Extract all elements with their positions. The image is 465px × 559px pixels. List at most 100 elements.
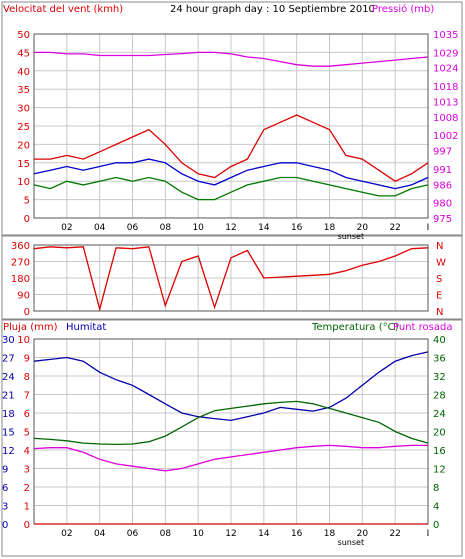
panel-direction: [1, 235, 463, 320]
temperature-axis-label: Temperatura (°C): [311, 322, 399, 333]
humidity-tick: 30: [2, 335, 15, 346]
humidity-tick: 18: [2, 409, 15, 420]
x-tick-label: 22: [389, 223, 400, 233]
temperature-tick: 8: [433, 483, 439, 494]
x-tick-label: 16: [291, 223, 303, 233]
x-tick-label: 08: [160, 529, 172, 539]
series-line: [33, 158, 429, 190]
x-tick-label: 02: [61, 529, 72, 539]
temperature-tick: 4: [433, 502, 439, 513]
rain-tick: 9: [24, 354, 30, 365]
compass-label: N: [436, 241, 443, 252]
x-tick-label: 18: [324, 529, 336, 539]
series-line: [33, 444, 428, 472]
rain-tick: 3: [24, 465, 30, 476]
humidity-tick: 24: [2, 372, 15, 383]
rain-tick: 4: [24, 446, 30, 457]
y-right-tick: 1018: [433, 82, 458, 93]
x-tick-label: 06: [127, 223, 139, 233]
y-right-tick: 986: [433, 180, 452, 191]
series-line: [33, 176, 429, 201]
y-right-tick: 1024: [433, 64, 458, 75]
dewpoint-axis-label: Punt rosada: [393, 322, 452, 333]
sunset-label: sunset: [338, 538, 365, 547]
y-right-tick: 1013: [433, 97, 458, 108]
temperature-tick: 16: [433, 446, 446, 457]
pressure-axis-label: Pressió (mb): [372, 3, 434, 15]
y-left-tick: 25: [17, 122, 30, 133]
rain-tick: 0: [24, 520, 30, 531]
x-tick-label: 12: [225, 223, 236, 233]
x-tick-label: 06: [127, 529, 139, 539]
temperature-tick: 20: [433, 428, 446, 439]
y-right-tick: 997: [433, 147, 452, 158]
x-tick-label: 20: [357, 529, 369, 539]
plot-layer: 0510152025303540455097598098699199710021…: [2, 30, 458, 547]
rain-tick: 7: [24, 391, 30, 402]
y-right-tick: 1008: [433, 113, 458, 124]
y-left-tick: 30: [17, 104, 30, 115]
temperature-tick: 40: [433, 335, 446, 346]
x-tick-label: 22: [389, 529, 400, 539]
x-tick-label: 14: [258, 223, 270, 233]
y-left-tick: 10: [17, 177, 30, 188]
x-tick-label: 04: [94, 223, 106, 233]
x-tick-label: 20: [357, 223, 369, 233]
humidity-tick: 27: [2, 354, 15, 365]
y-left-tick: 40: [17, 67, 30, 78]
humidity-tick: 0: [2, 520, 8, 531]
direction-tick: 360: [11, 241, 30, 252]
y-right-tick: 980: [433, 199, 452, 210]
panel-rain-humidity-temp: [1, 319, 463, 557]
y-right-tick: 991: [433, 165, 452, 176]
direction-tick: 90: [17, 291, 30, 302]
rain-tick: 8: [24, 372, 30, 383]
y-left-tick: 5: [24, 196, 30, 207]
plot-frame: [33, 244, 429, 312]
series-line: [33, 351, 429, 422]
y-left-tick: 0: [24, 214, 30, 225]
y-left-tick: 50: [17, 30, 30, 41]
humidity-tick: 15: [2, 428, 15, 439]
x-tick-label: 18: [324, 223, 336, 233]
direction-tick: 0: [24, 307, 30, 318]
y-left-tick: 45: [17, 48, 30, 59]
temperature-tick: 28: [433, 391, 446, 402]
compass-label: S: [436, 274, 442, 285]
chart-title: 24 hour graph day : 10 Septiembre 2010: [170, 4, 375, 15]
y-left-tick: 15: [17, 159, 30, 170]
x-tick-label: 12: [225, 529, 236, 539]
humidity-tick: 21: [2, 391, 15, 402]
rain-tick: 10: [17, 335, 30, 346]
compass-label: E: [436, 291, 442, 302]
rain-tick: 5: [24, 428, 30, 439]
x-tick-label: 02: [61, 223, 72, 233]
temperature-tick: 32: [433, 372, 446, 383]
humidity-tick: 6: [2, 483, 8, 494]
series-line: [33, 400, 429, 446]
y-left-tick: 20: [17, 140, 30, 151]
humidity-axis-label: Humitat: [66, 322, 106, 333]
wind-axis-label: Velocitat del vent (kmh): [3, 4, 123, 15]
plot-frame: [33, 33, 429, 219]
compass-label: W: [436, 258, 446, 269]
rain-tick: 1: [24, 502, 30, 513]
series-line: [34, 114, 429, 182]
direction-tick: 180: [11, 274, 30, 285]
sunset-label: sunset: [338, 232, 365, 241]
x-tick-label: 14: [258, 529, 270, 539]
y-right-tick: 1035: [433, 30, 458, 41]
temperature-tick: 12: [433, 465, 446, 476]
temperature-tick: 0: [433, 520, 439, 531]
x-tick-label: I: [427, 529, 430, 539]
compass-label: N: [436, 307, 443, 318]
y-right-tick: 1029: [433, 48, 458, 59]
x-tick-label: I: [427, 223, 430, 233]
x-tick-label: 16: [291, 529, 303, 539]
temperature-tick: 24: [433, 409, 446, 420]
y-right-tick: 975: [433, 214, 452, 225]
direction-tick: 270: [11, 258, 30, 269]
humidity-tick: 9: [2, 465, 8, 476]
